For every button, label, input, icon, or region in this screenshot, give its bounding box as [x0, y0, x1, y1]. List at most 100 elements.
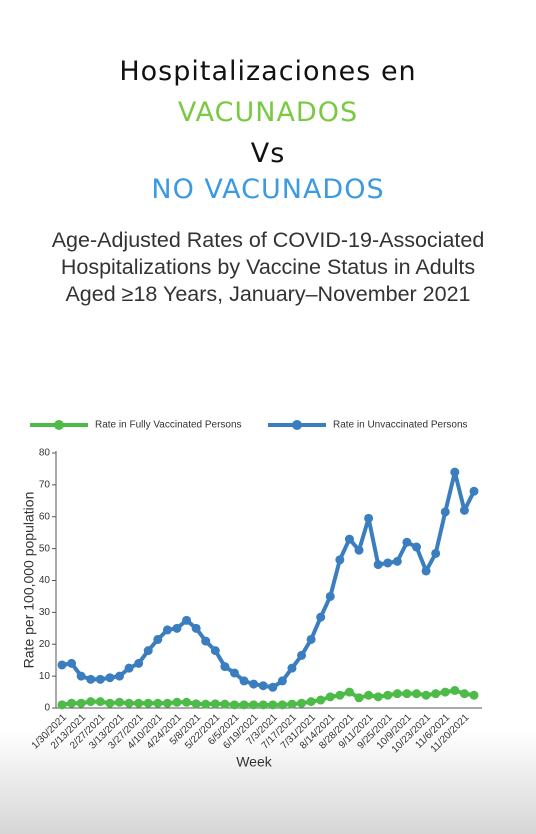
- data-point: [392, 689, 402, 699]
- data-point: [124, 663, 134, 673]
- y-tick-label: 40: [39, 575, 51, 586]
- chart-title: Age-Adjusted Rates of COVID-19-Associate…: [51, 228, 485, 306]
- data-point: [182, 697, 192, 707]
- data-point: [459, 689, 469, 699]
- data-point: [421, 566, 431, 576]
- data-point: [153, 698, 163, 708]
- legend-label: Rate in Unvaccinated Persons: [333, 420, 468, 431]
- data-point: [67, 698, 77, 708]
- data-point: [220, 662, 230, 672]
- data-point: [440, 687, 450, 697]
- data-point: [421, 690, 431, 700]
- data-point: [373, 692, 383, 702]
- data-point: [95, 697, 105, 707]
- data-point: [201, 699, 211, 709]
- data-point: [86, 674, 96, 684]
- data-point: [316, 612, 326, 622]
- data-point: [277, 700, 287, 710]
- data-point: [143, 698, 153, 708]
- data-point: [134, 658, 144, 668]
- data-point: [412, 689, 422, 699]
- data-point: [306, 697, 316, 707]
- data-point: [469, 486, 479, 496]
- y-tick-label: 10: [39, 671, 51, 682]
- y-tick-label: 80: [39, 448, 51, 459]
- data-point: [57, 700, 67, 710]
- data-point: [162, 698, 172, 708]
- data-point: [450, 467, 460, 477]
- data-point: [201, 636, 211, 646]
- data-point: [153, 634, 163, 644]
- data-point: [172, 697, 182, 707]
- data-point: [344, 687, 354, 697]
- data-point: [277, 676, 287, 686]
- data-point: [114, 697, 124, 707]
- heading-line: NO VACUNADOS: [151, 174, 385, 205]
- data-point: [134, 698, 144, 708]
- data-point: [86, 697, 96, 707]
- data-point: [450, 685, 460, 695]
- data-point: [383, 558, 393, 568]
- data-point: [431, 689, 441, 699]
- data-point: [229, 700, 239, 710]
- y-tick-label: 50: [39, 543, 51, 554]
- data-point: [249, 679, 259, 689]
- data-point: [239, 676, 249, 686]
- data-point: [412, 542, 422, 552]
- data-point: [229, 668, 239, 678]
- x-axis-label: Week: [236, 754, 273, 770]
- data-point: [306, 634, 316, 644]
- data-point: [325, 692, 335, 702]
- data-point: [268, 682, 278, 692]
- data-point: [239, 700, 249, 710]
- data-point: [287, 663, 297, 673]
- heading-line: Hospitalizaciones en: [119, 56, 417, 87]
- data-point: [172, 623, 182, 633]
- data-point: [297, 698, 307, 708]
- heading-line: Vs: [250, 138, 286, 169]
- data-point: [249, 700, 259, 710]
- data-point: [220, 699, 230, 709]
- data-point: [335, 555, 345, 565]
- legend-label: Rate in Fully Vaccinated Persons: [95, 420, 242, 431]
- data-point: [67, 658, 77, 668]
- legend-marker: [54, 420, 64, 430]
- data-point: [316, 695, 326, 705]
- data-point: [402, 537, 412, 547]
- bottom-fade: [0, 730, 536, 834]
- data-point: [210, 646, 220, 656]
- data-point: [459, 505, 469, 515]
- series-line: [61, 470, 476, 690]
- y-tick-label: 70: [39, 480, 51, 491]
- legend-marker: [292, 420, 302, 430]
- data-point: [162, 625, 172, 635]
- data-point: [297, 650, 307, 660]
- y-axis-label: Rate per 100,000 population: [21, 492, 37, 669]
- data-point: [364, 690, 374, 700]
- y-tick-label: 0: [44, 703, 50, 714]
- data-point: [182, 615, 192, 625]
- data-point: [258, 700, 268, 710]
- data-point: [469, 690, 479, 700]
- data-point: [57, 660, 67, 670]
- data-point: [76, 698, 86, 708]
- data-point: [95, 674, 105, 684]
- data-point: [335, 690, 345, 700]
- y-tick-label: 60: [39, 511, 51, 522]
- data-point: [431, 548, 441, 558]
- data-point: [268, 700, 278, 710]
- data-point: [402, 689, 412, 699]
- data-point: [210, 699, 220, 709]
- data-point: [191, 623, 201, 633]
- data-point: [105, 673, 115, 683]
- data-point: [354, 693, 364, 703]
- data-point: [354, 545, 364, 555]
- data-point: [258, 681, 268, 691]
- data-point: [373, 560, 383, 570]
- data-point: [76, 671, 86, 681]
- data-point: [440, 507, 450, 517]
- heading-line: VACUNADOS: [177, 97, 359, 128]
- data-point: [392, 556, 402, 566]
